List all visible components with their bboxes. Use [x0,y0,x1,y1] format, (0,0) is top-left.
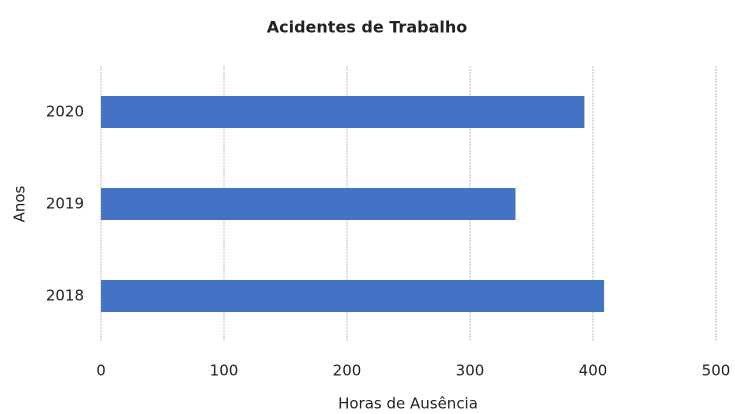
bar [101,280,605,312]
y-axis-label: Anos [11,185,29,222]
x-tick-label: 300 [456,362,485,380]
x-tick-label: 400 [579,362,608,380]
y-tick-label: 2019 [46,195,84,213]
chart-title: Acidentes de Trabalho [267,18,467,37]
x-axis-label: Horas de Ausência [338,395,478,413]
bar [101,96,585,128]
x-tick-label: 100 [210,362,239,380]
y-tick-label: 2020 [46,103,84,121]
x-tick-label: 0 [96,362,106,380]
y-tick-label: 2018 [46,287,84,305]
bar [101,188,516,220]
x-tick-label: 200 [333,362,362,380]
x-tick-label: 500 [702,362,731,380]
